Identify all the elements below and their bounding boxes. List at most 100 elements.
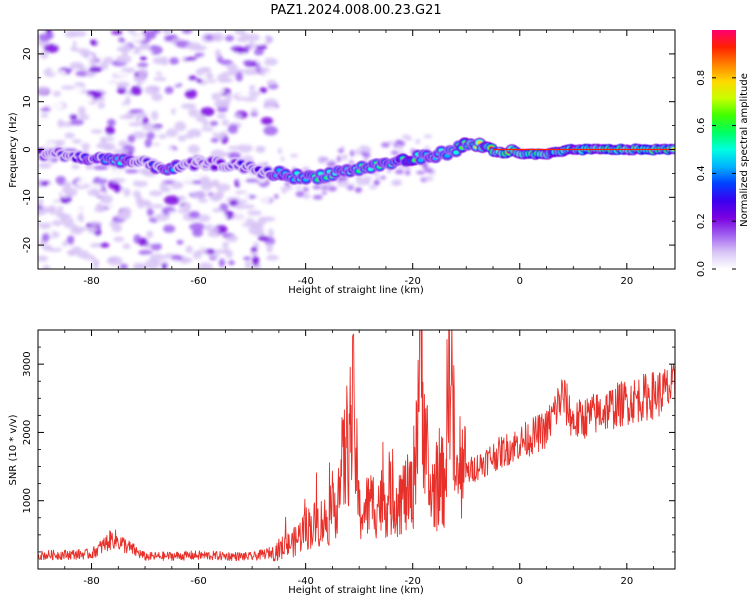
spectrogram-y-label: Frequency (Hz) xyxy=(8,112,19,188)
heatmap-noise-blob xyxy=(57,206,64,211)
heatmap-noise-blob xyxy=(119,263,129,269)
heatmap-noise-blob xyxy=(295,191,305,198)
heatmap-noise-blob xyxy=(237,143,253,153)
heatmap-noise-blob xyxy=(415,138,421,145)
heatmap-noise-blob xyxy=(188,108,200,118)
heatmap-noise-blob xyxy=(75,41,84,49)
heatmap-noise-blob xyxy=(224,34,235,42)
heatmap-noise-blob xyxy=(326,161,337,168)
figure-title: PAZ1.2024.008.00.23.G21 xyxy=(270,3,441,18)
heatmap-noise-blob xyxy=(109,42,125,48)
heatmap-noise-blob xyxy=(70,53,84,62)
heatmap-noise-blob xyxy=(60,217,75,226)
heatmap-noise-blob xyxy=(162,30,172,35)
heatmap-noise-blob xyxy=(62,185,71,194)
heatmap-noise-blob xyxy=(179,85,192,90)
heatmap-noise-blob xyxy=(67,256,81,261)
heatmap-noise-blob xyxy=(212,126,224,134)
heatmap-noise-blob xyxy=(70,30,87,37)
heatmap-noise-blob xyxy=(200,181,213,191)
heatmap-noise-blob xyxy=(245,178,260,183)
heatmap-noise-blob xyxy=(209,62,217,71)
heatmap-noise-blob xyxy=(38,215,53,223)
heatmap-noise-blob xyxy=(90,188,99,193)
heatmap-noise-blob xyxy=(107,204,117,210)
heatmap-noise-blob xyxy=(211,226,219,235)
heatmap-noise-blob xyxy=(99,172,107,179)
heatmap-noise-blob xyxy=(226,51,241,59)
heatmap-noise-blob xyxy=(111,178,126,183)
heatmap-noise-blob xyxy=(99,242,110,248)
heatmap-noise-blob xyxy=(123,188,131,197)
heatmap-noise-blob xyxy=(189,222,205,231)
heatmap-noise-blob xyxy=(130,35,146,42)
heatmap-noise-blob xyxy=(137,112,148,118)
heatmap-noise-blob xyxy=(155,225,163,234)
heatmap-noise-blob xyxy=(152,204,164,209)
heatmap-noise-blob xyxy=(226,235,239,243)
heatmap-noise-blob xyxy=(136,175,148,182)
heatmap-noise-blob xyxy=(264,105,278,113)
heatmap-noise-blob xyxy=(242,256,251,261)
heatmap-noise-blob xyxy=(257,235,269,241)
heatmap-noise-blob xyxy=(146,208,154,217)
heatmap-noise-blob xyxy=(84,133,93,144)
heatmap-noise-blob xyxy=(360,145,370,153)
heatmap-noise-blob xyxy=(132,262,143,269)
heatmap-noise-blob xyxy=(355,175,363,181)
heatmap-noise-blob xyxy=(112,168,125,179)
heatmap-noise-blob xyxy=(186,42,202,51)
heatmap-noise-blob xyxy=(71,164,81,170)
heatmap-noise-layer xyxy=(38,30,436,269)
y-tick-label: 3000 xyxy=(22,351,33,376)
heatmap-noise-blob xyxy=(227,145,242,151)
heatmap-noise-blob xyxy=(88,225,98,233)
heatmap-noise-blob xyxy=(233,113,242,119)
heatmap-noise-blob xyxy=(213,249,229,254)
heatmap-noise-blob xyxy=(127,30,136,34)
heatmap-noise-blob xyxy=(45,30,52,34)
heatmap-noise-blob xyxy=(64,67,73,73)
x-tick-label: 0 xyxy=(517,276,523,287)
heatmap-noise-blob xyxy=(180,103,197,110)
colorbar-tick-label: 0.2 xyxy=(696,213,707,229)
heatmap-noise-blob xyxy=(53,135,67,141)
heatmap-noise-blob xyxy=(373,180,380,186)
heatmap-noise-blob xyxy=(187,144,200,154)
heatmap-noise-blob xyxy=(216,213,228,221)
heatmap-noise-blob xyxy=(209,120,219,127)
heatmap-noise-blob xyxy=(45,142,57,148)
heatmap-noise-blob xyxy=(69,113,78,120)
heatmap-noise-blob xyxy=(247,91,261,97)
heatmap-noise-blob xyxy=(135,195,143,204)
heatmap-noise-blob xyxy=(94,205,106,213)
heatmap-noise-blob xyxy=(146,131,156,140)
heatmap-noise-blob xyxy=(266,242,273,253)
colorbar-gradient xyxy=(712,30,736,269)
heatmap-noise-blob xyxy=(424,168,434,173)
heatmap-noise-blob xyxy=(130,85,143,96)
x-tick-label: -80 xyxy=(83,276,99,287)
heatmap-noise-blob xyxy=(93,80,105,90)
heatmap-noise-blob xyxy=(177,208,190,214)
x-tick-label: 20 xyxy=(620,576,633,587)
heatmap-noise-blob xyxy=(259,216,276,222)
heatmap-noise-blob xyxy=(55,210,64,217)
heatmap-noise-blob xyxy=(349,160,354,165)
heatmap-noise-blob xyxy=(60,85,76,90)
heatmap-noise-blob xyxy=(214,99,230,108)
heatmap-noise-blob xyxy=(349,150,355,157)
heatmap-noise-blob xyxy=(153,213,170,222)
heatmap-noise-blob xyxy=(253,160,266,165)
heatmap-noise-blob xyxy=(423,176,434,182)
heatmap-noise-blob xyxy=(191,192,208,198)
heatmap-noise-blob xyxy=(396,143,401,149)
heatmap-noise-blob xyxy=(38,33,51,42)
heatmap-noise-blob xyxy=(124,169,139,174)
heatmap-noise-blob xyxy=(38,40,44,46)
heatmap-noise-blob xyxy=(321,191,328,195)
heatmap-noise-blob xyxy=(247,210,262,216)
snr-panel: -80 -60 -40 -20 0 20 1000 2000 3000 Height of s… xyxy=(8,329,676,596)
heatmap-noise-blob xyxy=(137,68,149,77)
x-tick-label: 0 xyxy=(517,576,523,587)
